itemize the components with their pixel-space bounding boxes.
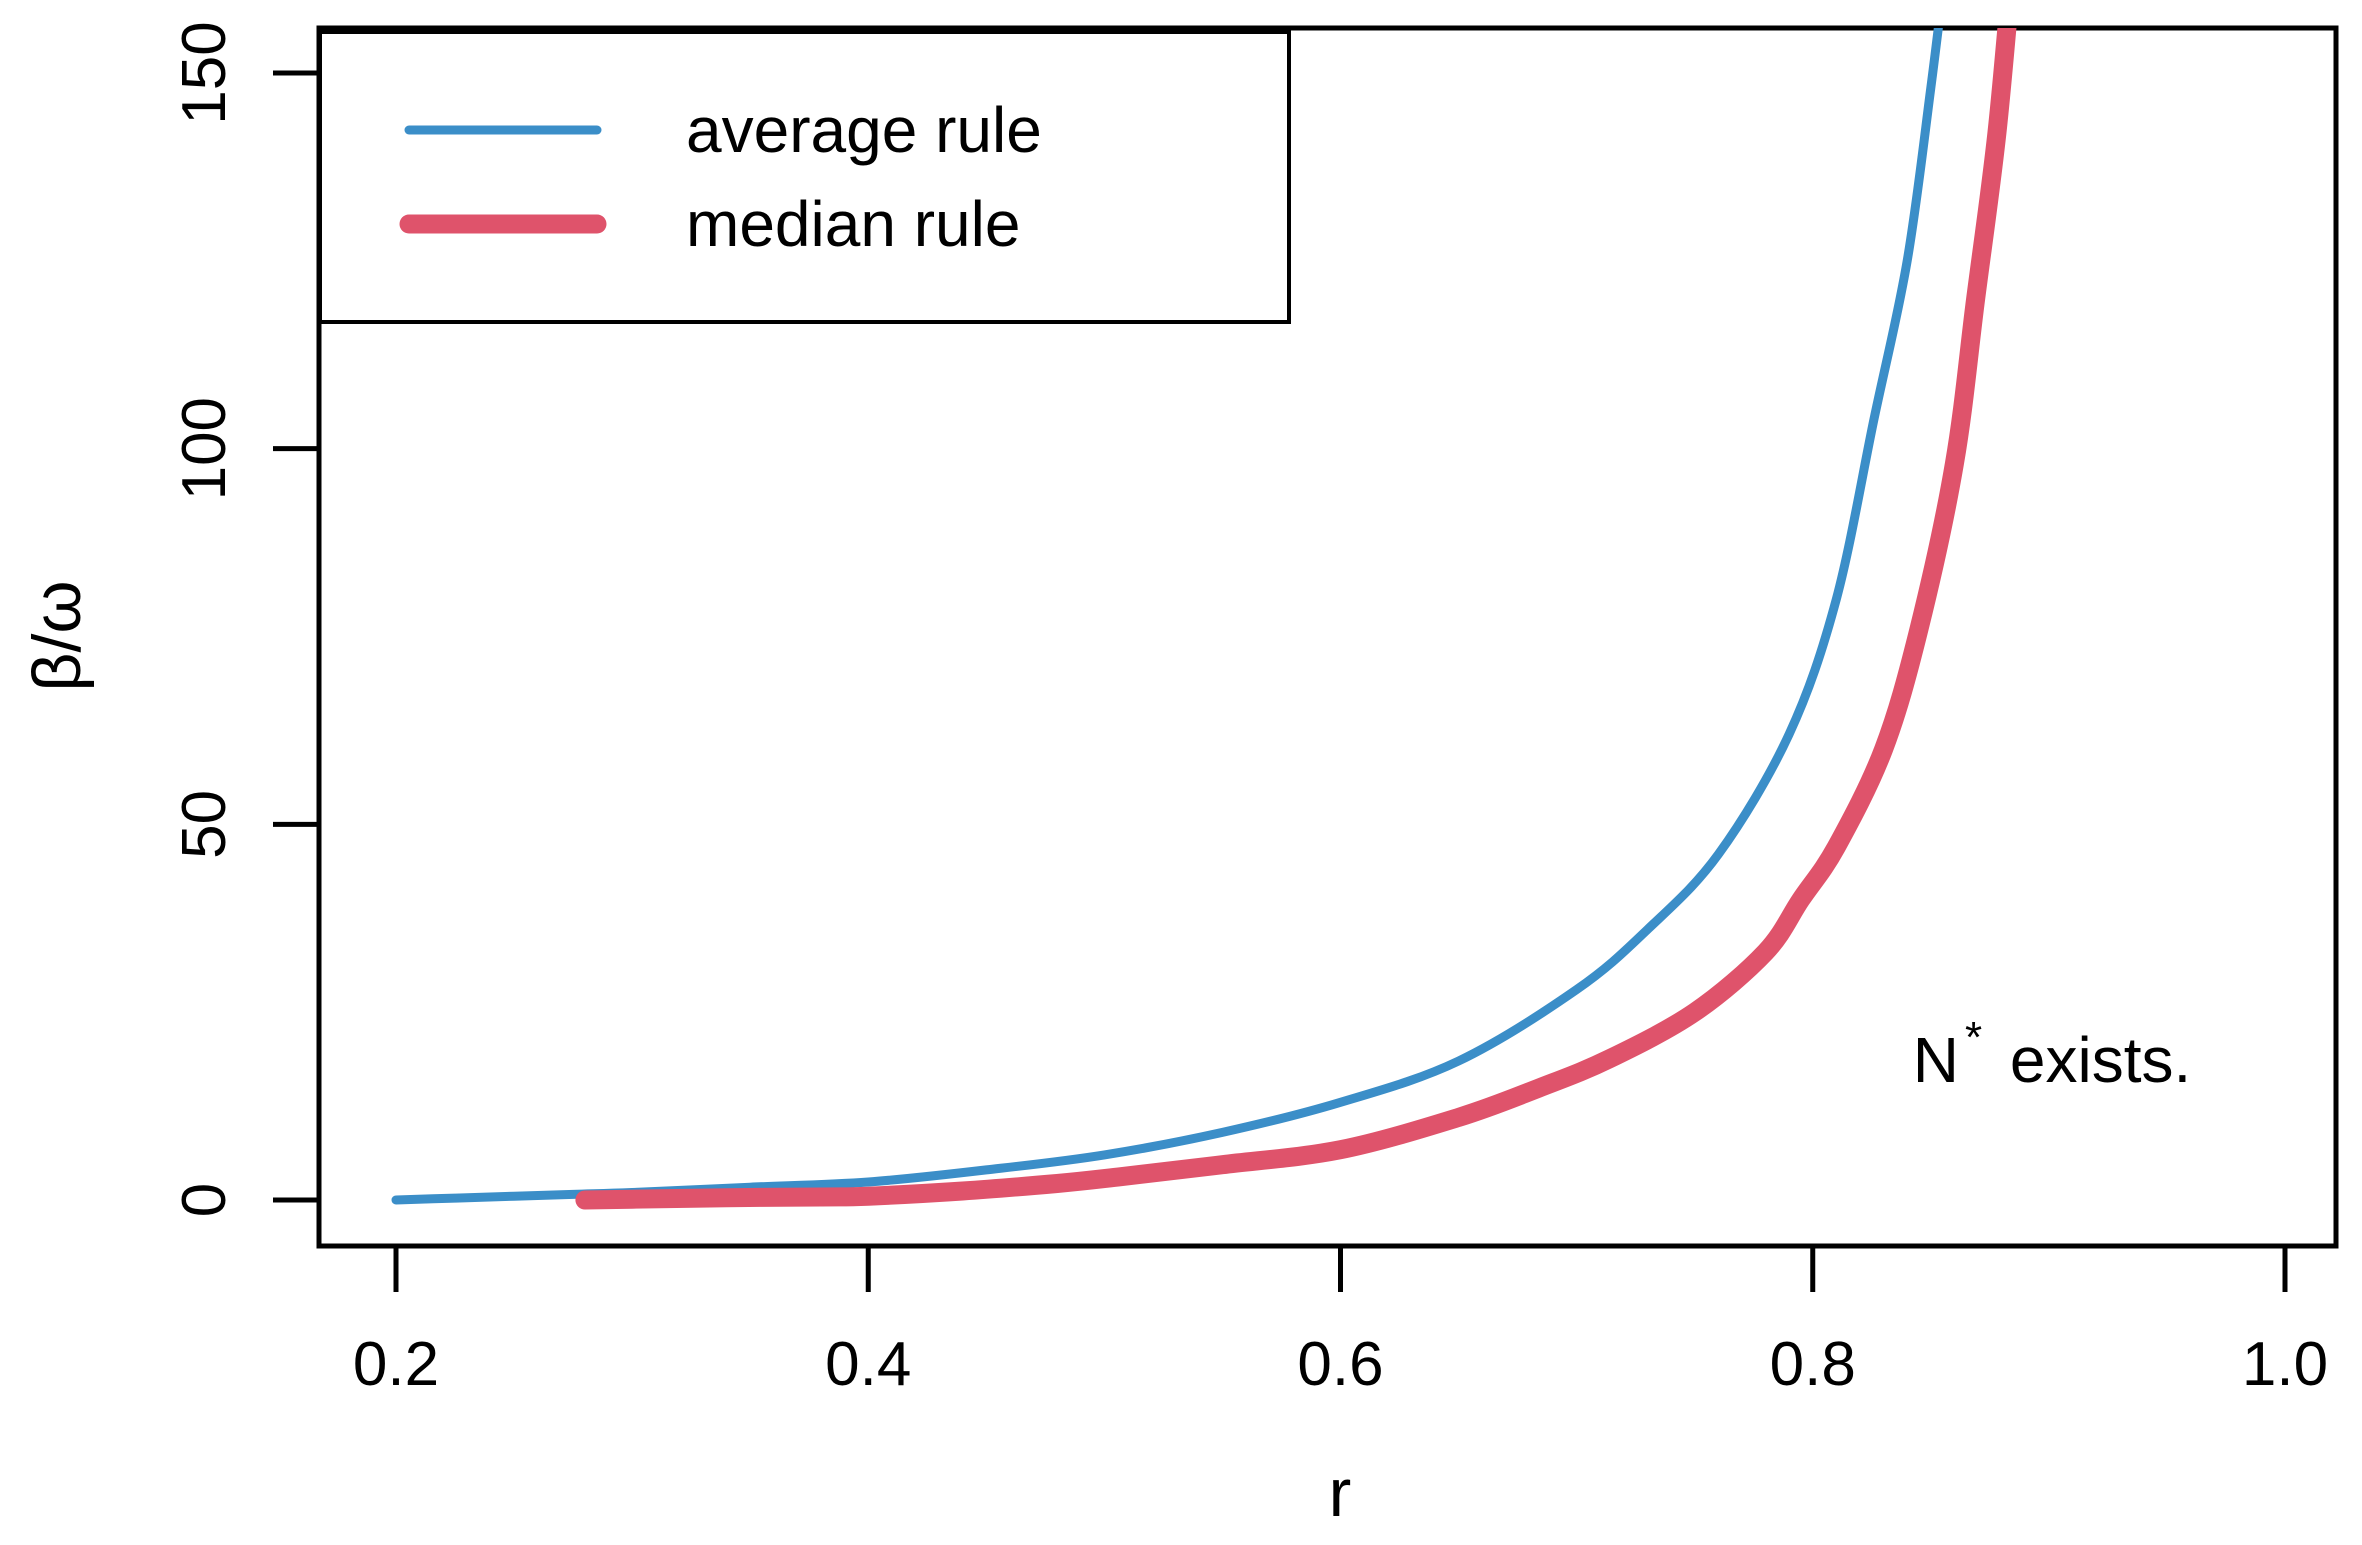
x-axis-label: r bbox=[1329, 1455, 1352, 1531]
y-tick-label: 150 bbox=[170, 21, 239, 124]
x-tick-label: 1.0 bbox=[2242, 1330, 2328, 1399]
x-tick-label: 0.8 bbox=[1770, 1330, 1856, 1399]
median-rule-curve bbox=[575, 28, 2017, 1210]
x-axis: 0.2 0.4 0.6 0.8 1.0 bbox=[353, 1246, 2328, 1399]
legend-box bbox=[318, 30, 1291, 324]
x-tick-label: 0.2 bbox=[353, 1330, 439, 1399]
plot-box bbox=[316, 25, 2339, 1249]
y-axis: 0 50 100 150 bbox=[170, 21, 319, 1217]
annotation-superscript: * bbox=[1965, 1013, 1982, 1062]
legend-label-average: average rule bbox=[686, 94, 1042, 166]
legend: average rule median rule bbox=[318, 30, 1291, 324]
y-tick-label: 100 bbox=[170, 397, 239, 500]
x-tick-label: 0.6 bbox=[1297, 1330, 1383, 1399]
y-tick-label: 50 bbox=[170, 790, 239, 859]
annotation-base: N bbox=[1913, 1024, 1959, 1096]
region-annotation: N * exists. bbox=[1913, 1013, 2192, 1096]
plot-area bbox=[391, 28, 2017, 1210]
y-tick-label: 0 bbox=[170, 1183, 239, 1217]
y-axis-label: β/ω bbox=[19, 580, 95, 691]
legend-label-median: median rule bbox=[686, 188, 1020, 260]
x-tick-label: 0.4 bbox=[825, 1330, 911, 1399]
annotation-rest: exists. bbox=[1992, 1024, 2191, 1096]
